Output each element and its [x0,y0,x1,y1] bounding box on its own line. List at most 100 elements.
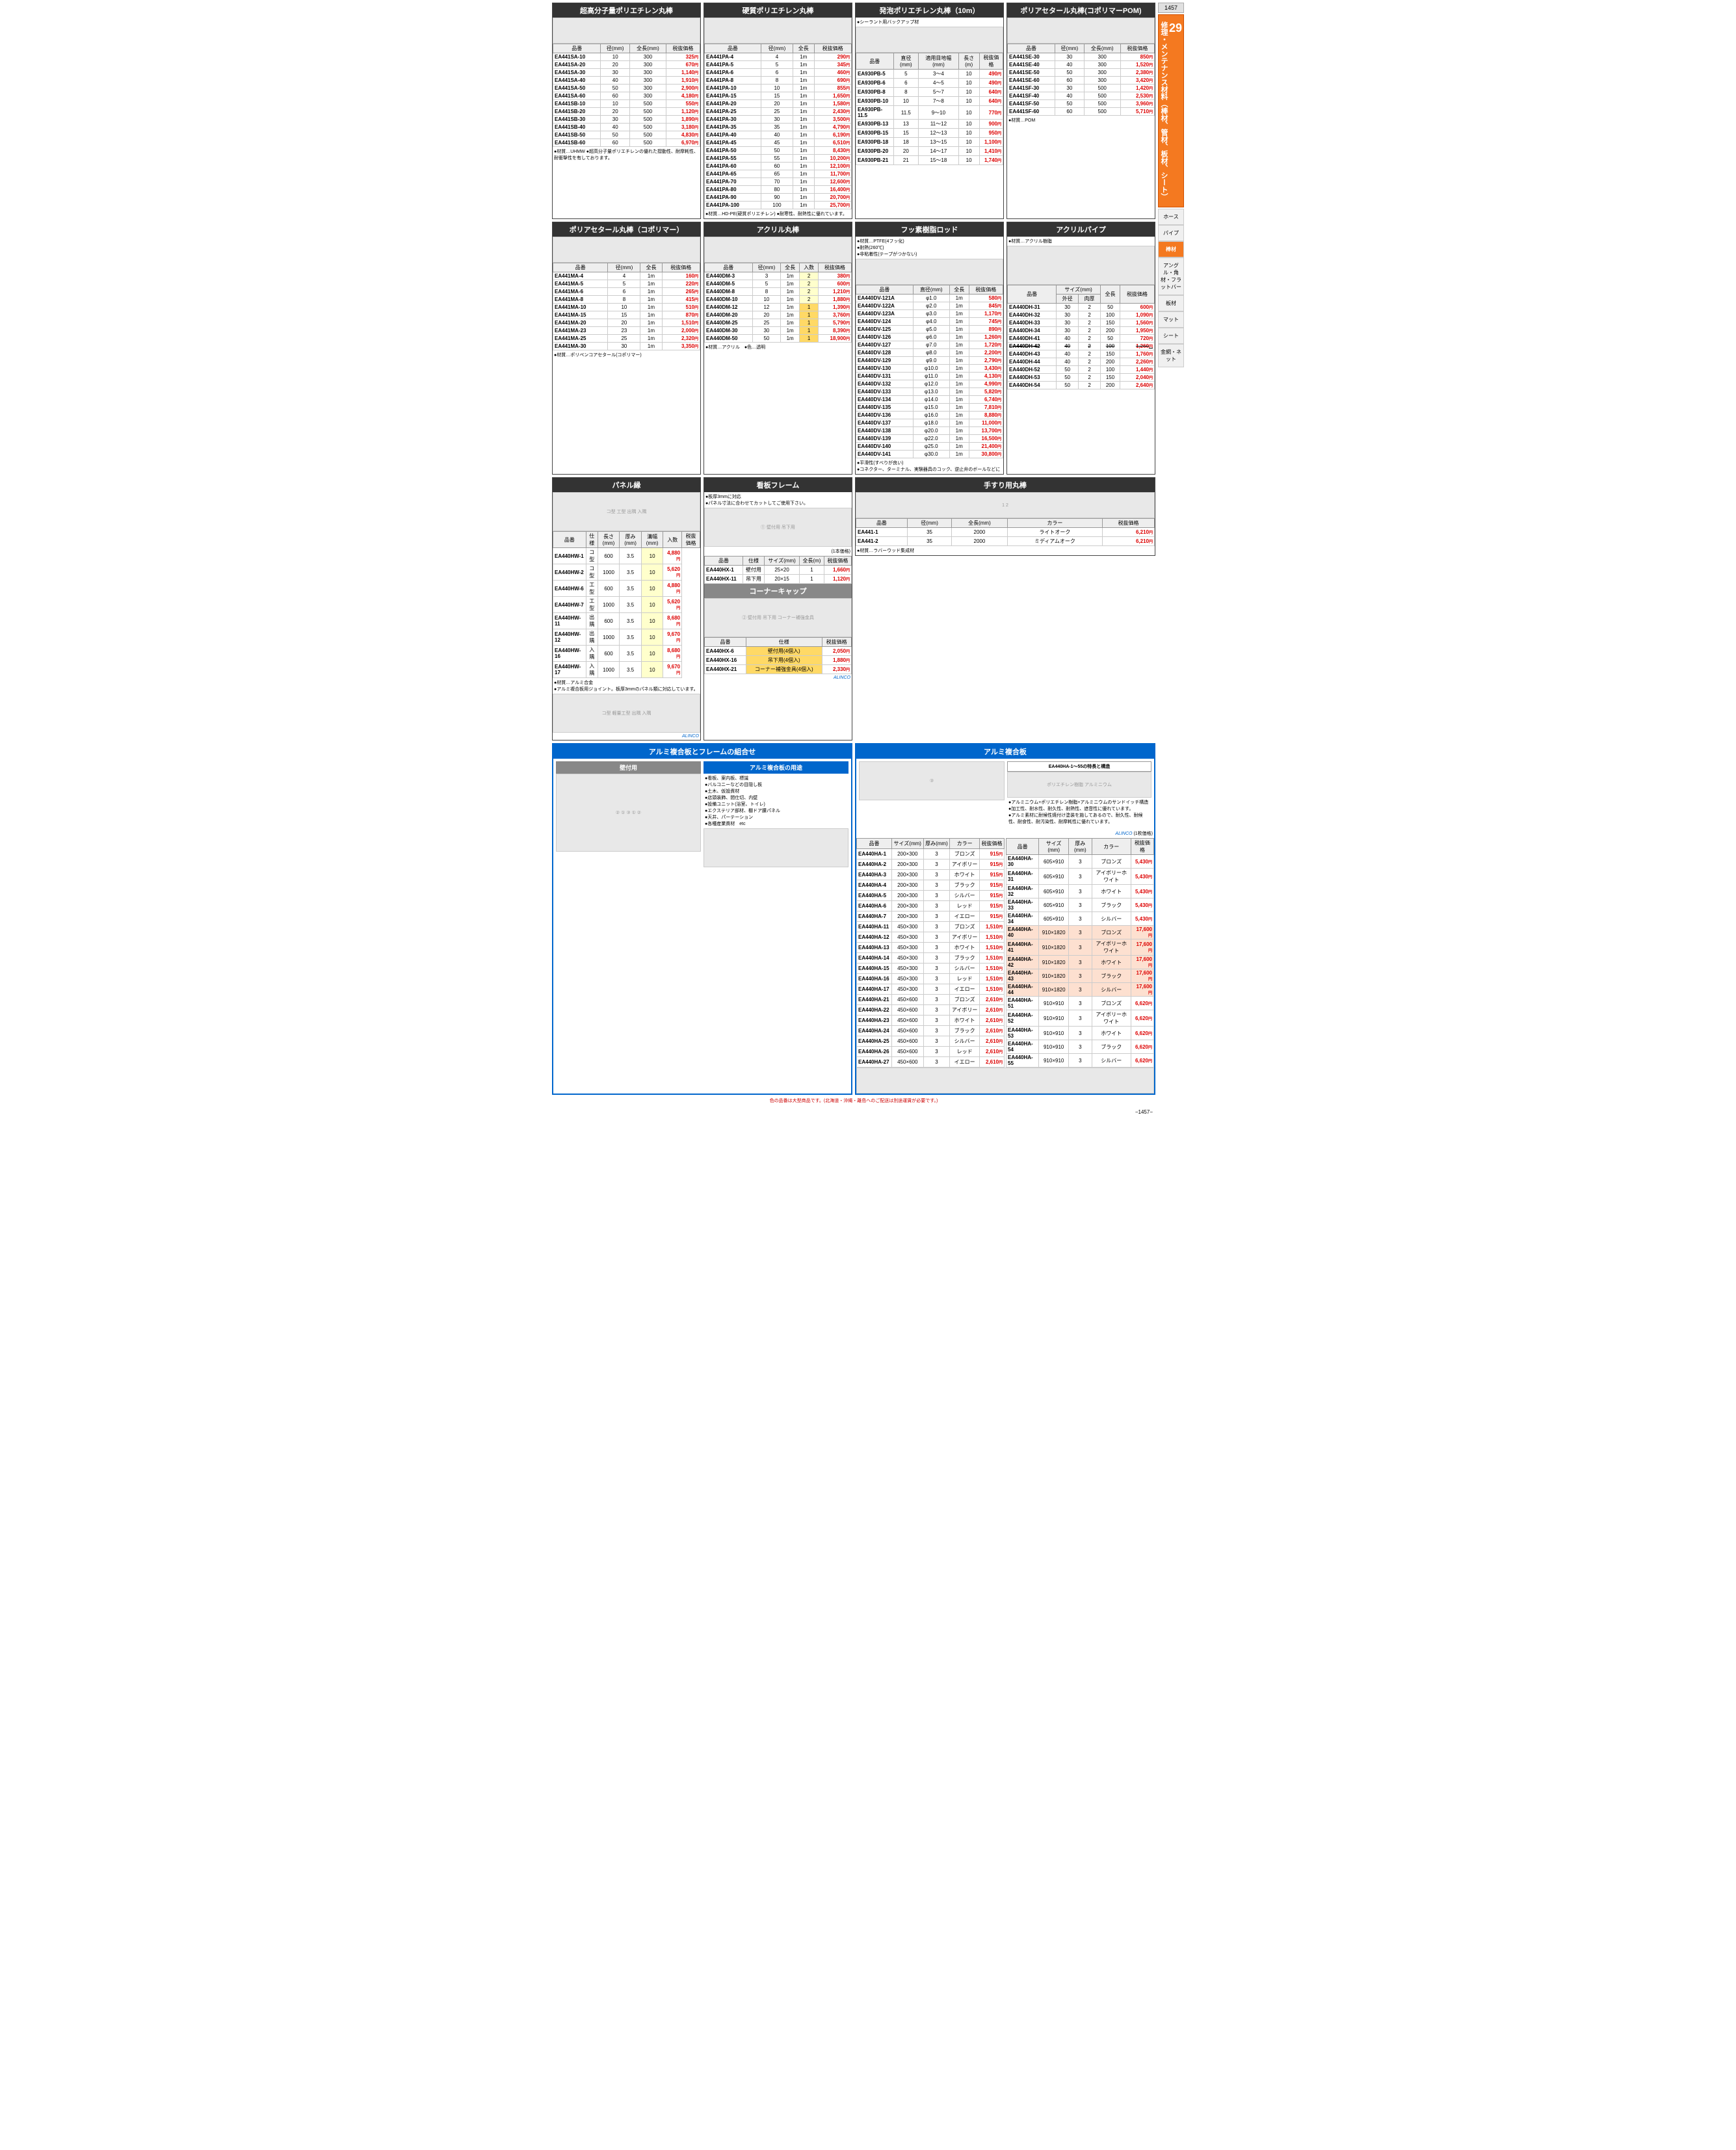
product-image: 1 2 [856,492,1155,518]
sect-alumi-composite: アルミ複合板 ③ EA440HA-1～55の特長と構造 ポリエチレン樹脂 アルミ… [855,743,1155,1095]
product-image: ③ [859,761,1005,800]
product-image: ① 壁付用 吊下用 [704,508,852,547]
title: アクリルパイプ [1007,222,1155,237]
spec-table: 品番径(mm)全長(mm)税抜価格EA441SA-1010300325EA441… [553,44,700,147]
spec-table: 品番直径(mm)適用目地幅(mm)長さ(m)税抜価格EA930PB-553～41… [856,53,1003,165]
title: 手すり用丸棒 [856,478,1155,492]
cat-tab[interactable]: シート [1158,328,1184,344]
page: 超高分子量ポリエチレン丸棒 品番径(mm)全長(mm)税抜価格EA441SA-1… [552,3,1184,1118]
title: アルミ複合板 [856,744,1154,759]
title: ポリアセタール丸棒（コポリマー） [553,222,700,237]
spec-table-right: 品番サイズ(mm)厚み(mm)カラー税抜価格EA440HA-30605×9103… [1006,838,1154,1068]
sub1: 壁付用 [556,761,701,774]
price-note: (1枚価格) [1133,832,1153,836]
note: ●材質…ポリペンコアセタール(コポリマー) [553,350,700,360]
title: パネル縁 [553,478,700,492]
subtitle: ●板厚3mmに対応 ●パネル寸法に合わせてカットしてご使用下さい。 [704,492,852,508]
brand: ALINCO [704,674,852,681]
title: アルミ複合板とフレームの組合せ [553,744,851,759]
page-bottom: −1457− [552,1107,1155,1118]
cat-tab[interactable]: パイプ [1158,225,1184,241]
title: 看板フレーム [704,478,852,492]
install-photos [856,1068,1154,1094]
sect-foam-pe: 発泡ポリエチレン丸棒（10m） ●シーラント用バックアップ材 品番直径(mm)適… [855,3,1004,219]
spec-table: 品番径(mm)全長税抜価格EA441PA-441m290EA441PA-551m… [704,44,852,209]
sub2: アルミ複合板の用途 [704,761,848,774]
chapter-title: 修理・メンテナンス材料（棒材、管材、板材、シート） [1159,21,1169,200]
subtitle: ●材質…PTFE(4フッ化) ●耐熱(260℃) ●非粘着性(テープがつかない) [856,237,1003,259]
spec-table: 品番径(mm)全長税抜価格EA441MA-441m160EA441MA-551m… [553,263,700,350]
note: ●材質…アルミ合金 ●アルミ複合板用ジョイント。板厚3mmのパネル類に対応してい… [553,678,700,694]
cat-tab[interactable]: 棒材 [1158,241,1184,257]
product-image [553,237,700,263]
detail-image: コ型 軽量工型 出隅 入隅 [553,694,700,733]
sect-sign-frame: 看板フレーム ●板厚3mmに対応 ●パネル寸法に合わせてカットしてご使用下さい。… [704,477,852,741]
structure-diagram: ポリエチレン樹脂 アルミニウム [1007,772,1151,798]
chapter-num: 29 [1169,21,1182,35]
features-list: ●アルミニウム+ポリエチレン樹脂+アルミニウムのサンドイッチ構造●加工性、耐水性… [1007,798,1151,826]
sect-ptfe: フッ素樹脂ロッド ●材質…PTFE(4フッ化) ●耐熱(260℃) ●非粘着性(… [855,222,1004,475]
diagram-image: ② ① ③ ① ② [556,774,701,852]
cat-tab[interactable]: 金網・ネット [1158,344,1184,367]
price-note: (1本価格) [704,547,852,556]
spec-table: 品番径(mm)全長(mm)税抜価格EA441SE-3030300850EA441… [1007,44,1155,116]
product-image [553,18,700,44]
sidebar: 1457 29 修理・メンテナンス材料（棒材、管材、板材、シート） ホースパイプ… [1158,3,1184,1118]
feat-title: EA440HA-1～55の特長と構造 [1007,761,1151,772]
sect-polyacetal: ポリアセタール丸棒（コポリマー） 品番径(mm)全長税抜価格EA441MA-44… [552,222,701,475]
note: ●平滑性(すべりが良い) ●コネクター、ターミナル、実験器具のコック、逆止弁のボ… [856,458,1003,474]
sect-acrylic-rod: アクリル丸棒 品番径(mm)全長入数税抜価格EA440DM-331m2380EA… [704,222,852,475]
title: 超高分子量ポリエチレン丸棒 [553,3,700,18]
cat-tab[interactable]: 板材 [1158,295,1184,311]
usage-photos [704,828,848,867]
sect-handrail: 手すり用丸棒 1 2 品番径(mm)全長(mm)カラー税抜価格EA441-135… [855,477,1155,556]
product-image [856,259,1003,285]
sect-hdpe: 硬質ポリエチレン丸棒 品番径(mm)全長税抜価格EA441PA-441m290E… [704,3,852,219]
brand: ALINCO [553,733,700,740]
cat-tab[interactable]: ホース [1158,209,1184,225]
sect-combination: アルミ複合板とフレームの組合せ 壁付用 ② ① ③ ① ② アルミ複合板の用途 … [552,743,852,1095]
spec-table: 品番仕様長さ(mm)厚み(mm)溝幅(mm)入数税抜価格EA440HW-1コ型6… [553,531,700,678]
sect-acrylic-pipe: アクリルパイプ ●材質…アクリル樹脂 品番サイズ(mm)全長税抜価格外径肉厚EA… [1006,222,1155,475]
sect-uhmw: 超高分子量ポリエチレン丸棒 品番径(mm)全長(mm)税抜価格EA441SA-1… [552,3,701,219]
note: ●材質…ラバーウッド集成材 [856,546,1155,555]
spec-table: 品番径(mm)全長入数税抜価格EA440DM-331m2380EA440DM-5… [704,263,852,343]
note: ●材質…UHMW ●超高分子量ポリエチレンの優れた摺動性、耐摩耗性、耐衝撃性を有… [553,147,700,163]
page-num: 1457 [1158,3,1184,13]
title: 硬質ポリエチレン丸棒 [704,3,852,18]
sect-panel-edge: パネル縁 コ型 工型 出隅 入隅 品番仕様長さ(mm)厚み(mm)溝幅(mm)入… [552,477,701,741]
uses-list: ●看板、案内板、標識●バルコニーなどの目隠し板●土木、仮設資材●店頭装飾、間仕切… [704,774,848,828]
product-image: ② 壁付用 吊下用 コーナー補強金具 [704,598,852,637]
spec-table: 品番径(mm)全長(mm)カラー税抜価格EA441-1352000ライトオーク6… [856,518,1155,546]
spec-table: 品番仕様サイズ(mm)全長(m)税抜価格EA440HX-1壁付用25×2011,… [704,556,852,584]
product-image [704,237,852,263]
footnote: 色の品番は大型商品です。(北海道・沖縄・離島へのご配送は別途運賃が必要です。) [552,1097,1155,1104]
product-image [1007,246,1155,285]
note: ●材質…POM [1007,116,1155,125]
main-grid: 超高分子量ポリエチレン丸棒 品番径(mm)全長(mm)税抜価格EA441SA-1… [552,3,1155,1118]
product-image [704,18,852,44]
spec-table: 品番仕様税抜価格EA440HX-6壁付用(4個入)2,050EA440HX-16… [704,637,852,674]
spec-table-left: 品番サイズ(mm)厚み(mm)カラー税抜価格EA440HA-1200×3003ブ… [856,838,1005,1068]
title: アクリル丸棒 [704,222,852,237]
cat-tab[interactable]: マット [1158,311,1184,328]
title: フッ素樹脂ロッド [856,222,1003,237]
cat-tab[interactable]: アングル・角材・フラットバー [1158,257,1184,295]
title-corner: コーナーキャップ [704,584,852,598]
title: 発泡ポリエチレン丸棒（10m） [856,3,1003,18]
brand: ALINCO [1115,832,1132,836]
sect-handrail-container: 手すり用丸棒 1 2 品番径(mm)全長(mm)カラー税抜価格EA441-135… [855,477,1155,741]
subtitle: ●材質…アクリル樹脂 [1007,237,1155,246]
product-image [856,27,1003,53]
category-tabs: ホースパイプ棒材アングル・角材・フラットバー板材マットシート金網・ネット [1158,209,1184,367]
note: ●材質…アクリル ●色…透明 [704,343,852,352]
subtitle: ●シーラント用バックアップ材 [856,18,1003,27]
product-image [1007,18,1155,44]
product-image: コ型 工型 出隅 入隅 [553,492,700,531]
note: ●材質…HD-PE(硬質ポリエチレン) ●耐寒性、耐熱性に優れています。 [704,209,852,218]
chapter-tab: 29 修理・メンテナンス材料（棒材、管材、板材、シート） [1158,14,1184,207]
sect-pom: ポリアセタール丸棒(コポリマーPOM) 品番径(mm)全長(mm)税抜価格EA4… [1006,3,1155,219]
title: ポリアセタール丸棒(コポリマーPOM) [1007,3,1155,18]
spec-table: 品番直径(mm)全長税抜価格EA440DV-121Aφ1.01m580EA440… [856,285,1003,458]
spec-table: 品番サイズ(mm)全長税抜価格外径肉厚EA440DH-3130250600EA4… [1007,285,1155,389]
